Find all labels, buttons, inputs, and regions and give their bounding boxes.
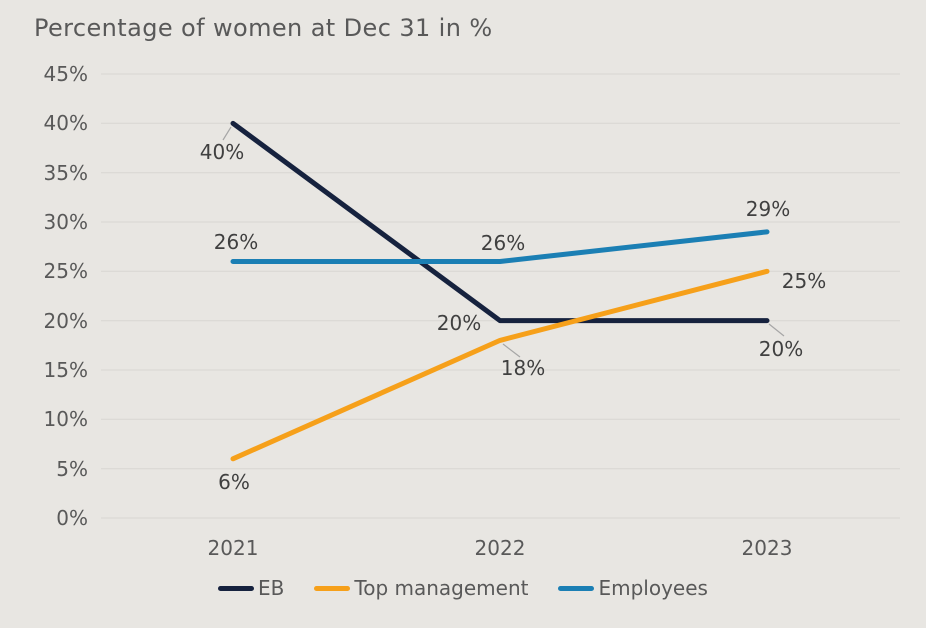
legend-label: EB xyxy=(258,576,285,600)
legend-label: Employees xyxy=(598,576,708,600)
data-label-employees: 29% xyxy=(745,197,791,221)
label-leader-line xyxy=(768,323,785,337)
series-line-eb xyxy=(230,120,770,324)
data-label-top-management: 18% xyxy=(500,356,546,380)
chart-legend: EB Top management Employees xyxy=(0,576,926,600)
legend-swatch xyxy=(218,585,255,591)
label-leader-line xyxy=(222,126,232,141)
data-label-eb: 40% xyxy=(199,140,245,164)
data-label-top-management: 6% xyxy=(218,470,250,494)
series-line-employees xyxy=(230,229,770,264)
y-tick-label: 30% xyxy=(43,210,88,234)
x-tick-label: 2021 xyxy=(207,536,259,560)
data-label-eb: 20% xyxy=(436,311,482,335)
data-label-employees: 26% xyxy=(480,231,526,255)
x-tick-label: 2023 xyxy=(741,536,793,560)
y-tick-label: 45% xyxy=(43,62,88,86)
y-tick-label: 5% xyxy=(56,456,88,481)
y-tick-label: 25% xyxy=(43,259,88,284)
x-tick-label: 2022 xyxy=(474,536,526,560)
y-tick-label: 15% xyxy=(43,358,88,382)
chart-title: Percentage of women at Dec 31 in % xyxy=(34,14,493,42)
legend-item-top-management: Top management xyxy=(314,576,528,600)
data-label-employees: 26% xyxy=(213,230,259,254)
data-label-top-management: 25% xyxy=(781,269,827,293)
y-tick-label: 40% xyxy=(43,111,88,136)
legend-item-eb: EB xyxy=(218,576,284,600)
y-tick-label: 20% xyxy=(43,308,88,333)
label-leader-line xyxy=(502,343,521,358)
y-tick-label: 10% xyxy=(43,407,88,432)
legend-label: Top management xyxy=(354,576,529,600)
y-tick-label: 0% xyxy=(56,506,88,530)
y-tick-label: 35% xyxy=(43,160,88,185)
data-label-eb: 20% xyxy=(758,337,804,361)
legend-swatch xyxy=(314,585,351,591)
legend-swatch xyxy=(558,585,595,591)
series-line-top-management xyxy=(230,268,770,462)
legend-item-employees: Employees xyxy=(558,576,708,600)
